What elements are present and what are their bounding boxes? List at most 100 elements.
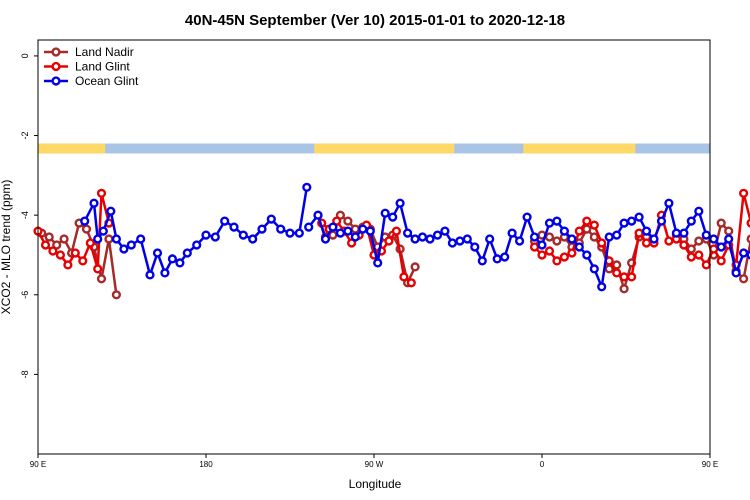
series-2-point-1-31 [537,240,547,250]
series-2-point-0-2 [93,234,103,244]
series-1-point-2-13 [626,272,637,282]
series-2-point-0-1 [89,198,99,208]
series-1-point-2-2 [544,246,555,256]
x-tick-label-1: 180 [199,460,213,469]
series-2-point-0-12 [167,254,178,264]
series-2-point-0-7 [126,240,136,250]
x-tick-label-2: 90 W [365,460,384,469]
series-2-point-1-14 [410,234,420,244]
y-tick-label-3: -6 [20,291,30,299]
legend-marker-0 [51,47,61,57]
series-2-point-0-15 [192,240,202,250]
series-2-point-1-26 [500,252,510,262]
series-2-point-2-14 [716,242,726,252]
series-2-point-0-25 [285,228,295,238]
legend-marker-1 [51,61,61,72]
series-0-point-3-3 [694,236,704,246]
series-0-point-0-6 [81,224,92,234]
y-tick-label-1: -2 [20,132,30,140]
series-2-point-2-8 [671,228,682,238]
series-2-point-2-2 [626,216,637,226]
series-1-point-0-6 [78,256,88,266]
series-2-point-1-12 [395,198,405,208]
series-0-point-3-9 [738,274,749,284]
chart-title: 40N-45N September (Ver 10) 2015-01-01 to… [185,12,565,29]
series-2-point-0-20 [238,230,248,240]
series-2-point-1-22 [470,242,480,252]
series-2-point-2-3 [634,212,644,222]
series-0-point-2-12 [619,284,629,294]
series-2-point-1-33 [552,216,562,226]
series-2-point-0-11 [160,268,170,278]
series-1-point-3-10 [746,218,750,228]
series-1-point-1-9 [384,236,394,246]
series-2-point-0-5 [111,234,122,244]
series-0-point-0-8 [96,274,107,284]
series-2-point-1-23 [477,256,487,266]
series-2-point-1-37 [582,250,592,260]
series-1-point-3-1 [679,240,689,250]
land-span-0 [38,143,106,154]
series-2-point-1-18 [440,226,450,236]
legend-label-0: Land Nadir [75,45,134,59]
series-2-point-1-15 [417,232,428,242]
legend-label-1: Land Glint [75,60,130,74]
series-0-point-0-1 [44,232,54,242]
series-2-point-2-13 [709,234,719,244]
series-2-point-0-8 [136,234,146,244]
series-2-point-0-22 [257,224,267,234]
series-0-point-1-13 [410,262,420,272]
series-1-point-2-9 [597,238,607,248]
series-2-point-0-24 [276,224,286,234]
series-2-point-0-23 [266,214,276,224]
series-2-point-1-21 [462,234,472,244]
series-1-point-2-6 [574,226,584,236]
series-2-point-1-32 [544,218,555,228]
series-1-point-2-12 [619,272,629,282]
series-2-point-1-13 [403,228,413,238]
series-2-point-2-12 [701,230,711,240]
y-tick-label-4: -8 [20,370,30,378]
series-2-point-0-21 [248,234,258,244]
series-2-point-1-11 [388,212,398,222]
series-2-point-2-16 [731,268,741,278]
series-1-point-1-2 [332,216,342,226]
y-tick-label-0: 0 [20,53,30,58]
series-2-point-2-17 [738,248,749,258]
series-2-point-1-8 [365,226,375,236]
series-2-point-2-15 [724,234,734,244]
series-0-point-0-10 [111,290,122,300]
series-1-point-0-1 [40,240,51,250]
series-2-point-0-26 [294,228,304,238]
series-2-point-0-6 [119,244,129,254]
series-1-point-3-2 [686,252,696,262]
series-2 [80,182,750,292]
series-2-point-1-17 [432,230,443,240]
land-span-2 [523,143,636,154]
axis-layer: 90 E 180 90 W 0 90 E 0 -2 -4 -6 -8 [20,53,718,469]
series-1-point-3-4 [701,260,711,270]
series-2-point-1-0 [304,222,314,232]
series-1-point-2-11 [612,268,622,278]
series-1-point-2-15 [641,238,652,248]
series-2-point-2-0 [612,230,622,240]
series-2-point-1-38 [589,264,599,274]
x-tick-label-3: 0 [540,460,545,469]
series-2-point-1-6 [350,232,360,242]
series-2-point-0-4 [106,206,116,216]
legend-label-2: Ocean Glint [75,74,139,88]
series-0-point-2-8 [589,232,599,242]
series-2-point-0-18 [220,216,230,226]
series-2-point-0-19 [229,222,239,232]
series-2-point-1-29 [522,212,532,222]
series-1-point-3-6 [716,256,726,266]
series-1-point-0-4 [63,260,73,270]
series-2-point-1-1 [313,210,323,220]
land-span-1 [314,143,455,154]
series-2-point-0-3 [98,226,108,236]
series-2-point-1-28 [514,236,525,246]
series-2-point-1-7 [358,224,368,234]
series-1-point-1-10 [391,226,402,236]
series-0-point-2-10 [604,264,614,274]
